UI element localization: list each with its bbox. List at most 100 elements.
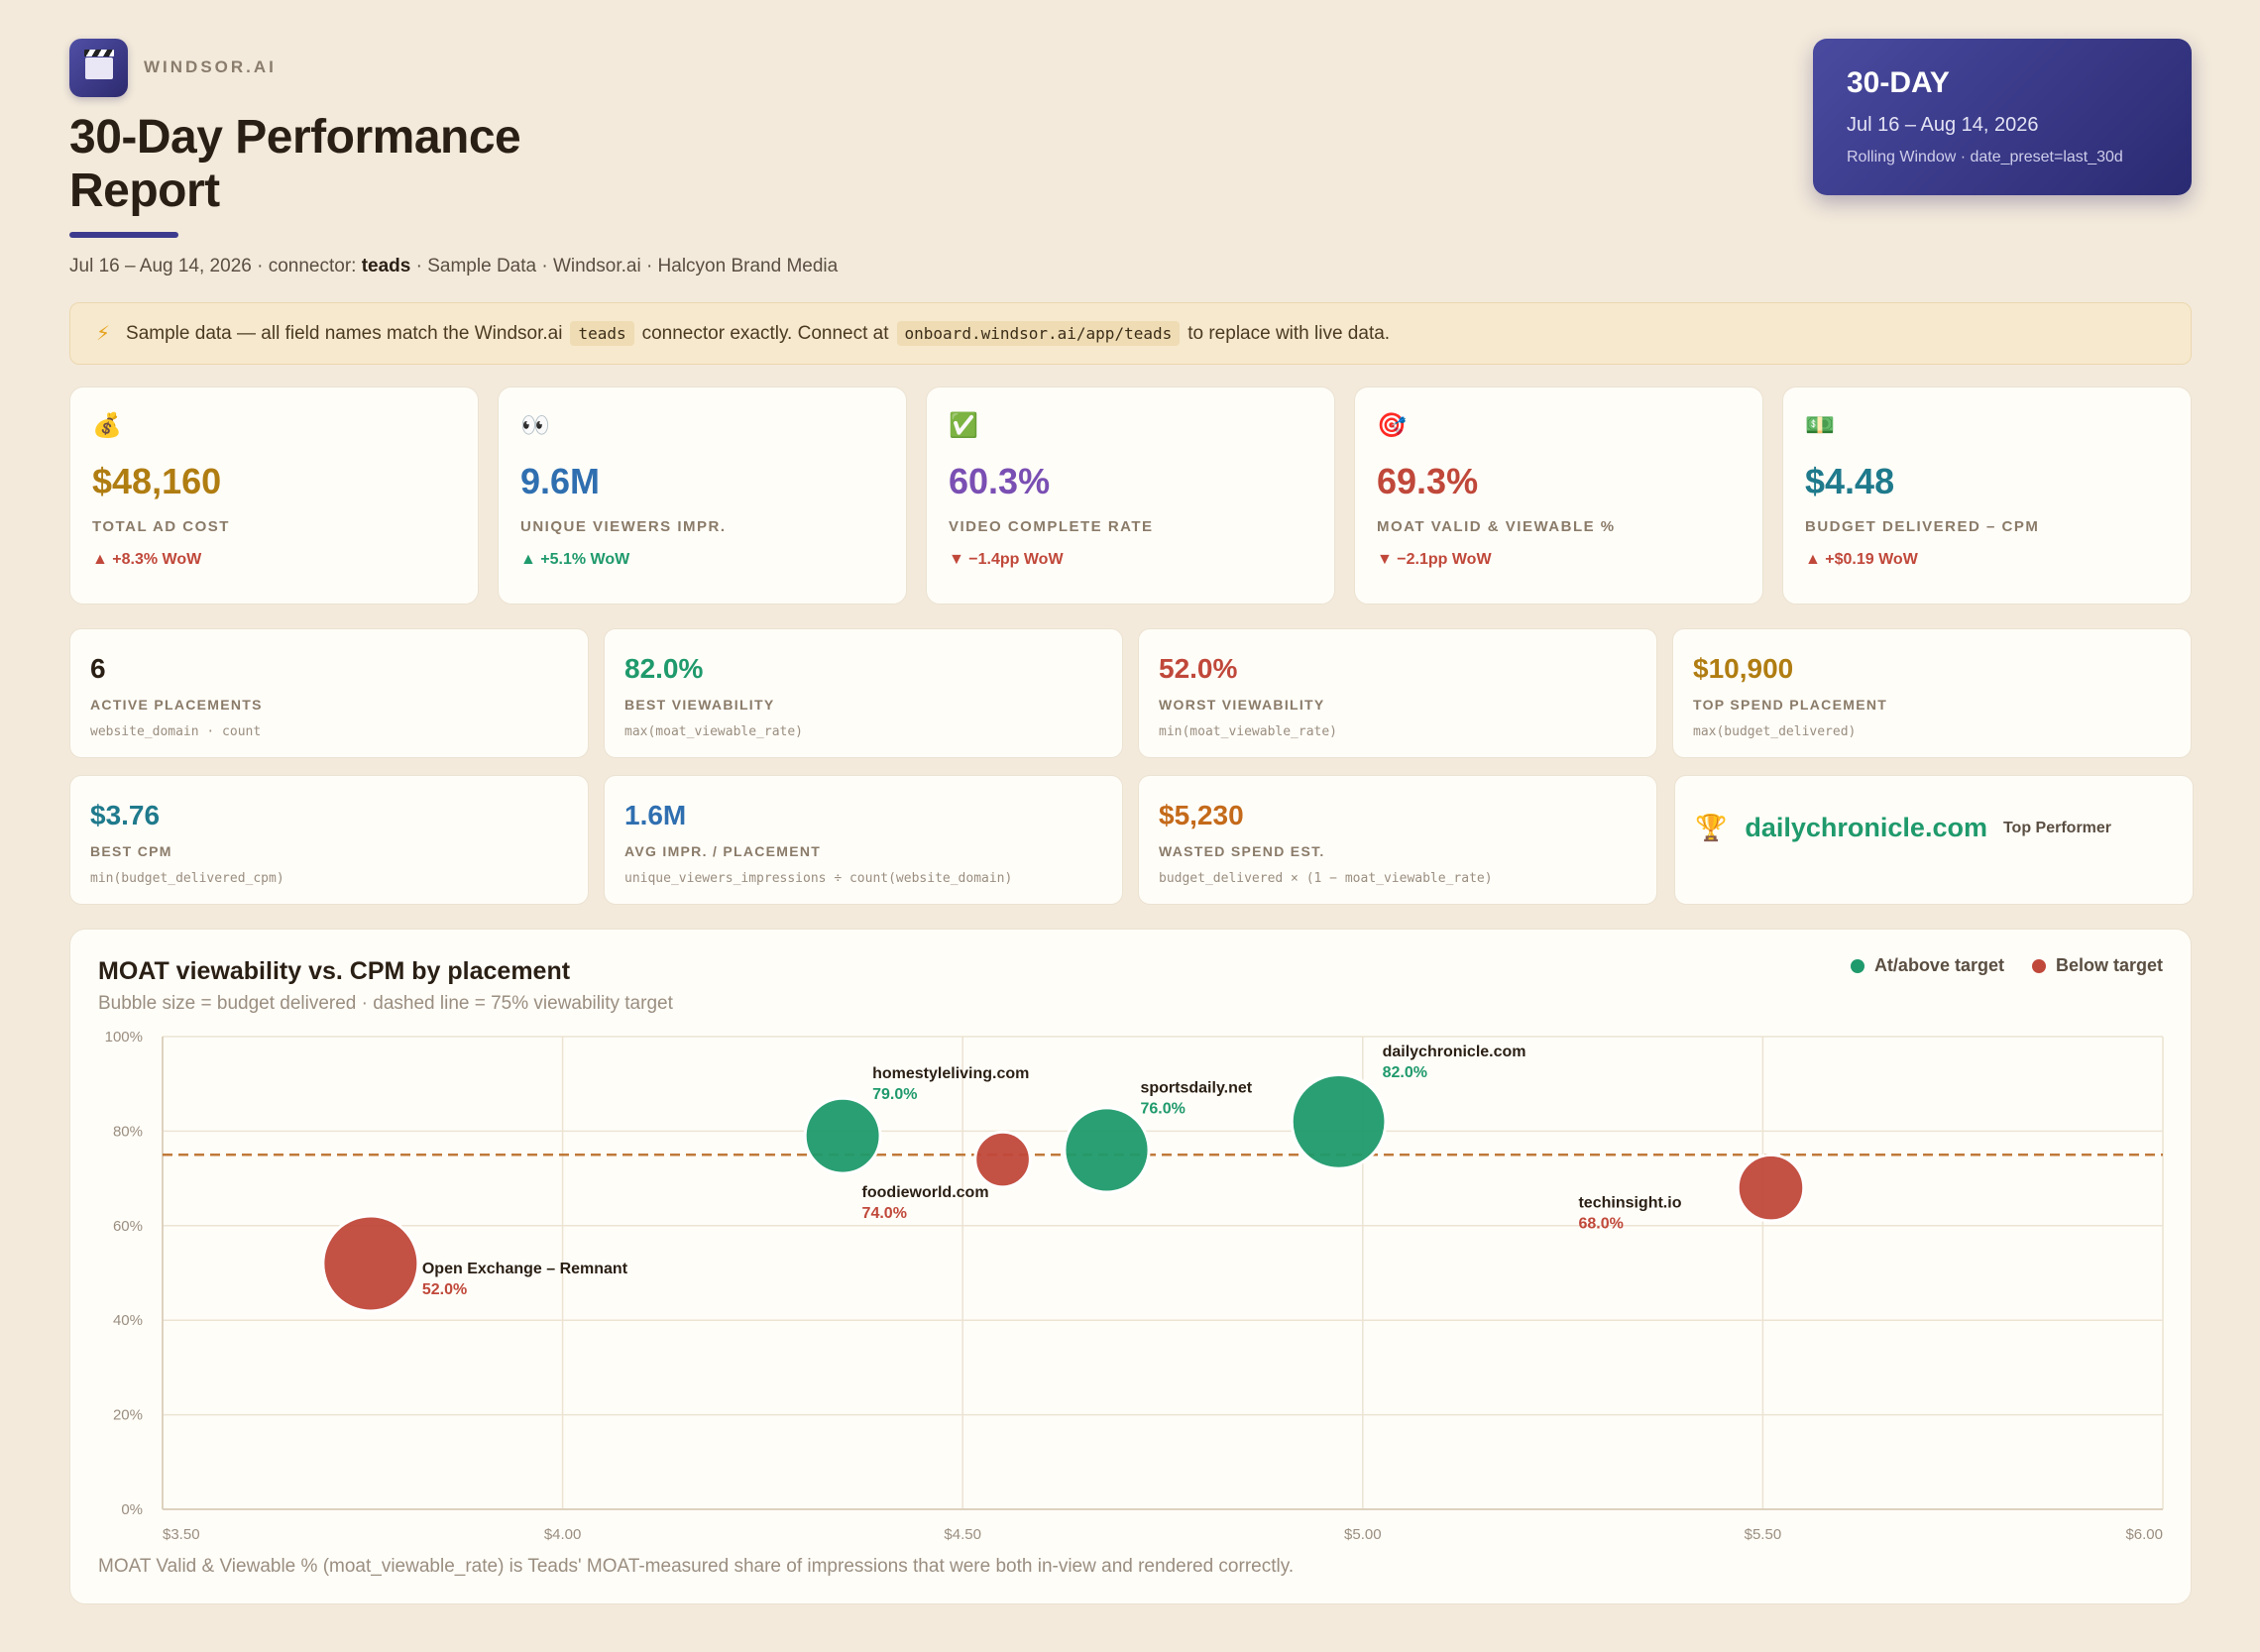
page-title: 30-Day Performance Report (69, 111, 521, 217)
bubble-dailychronicle-com (1290, 1072, 1388, 1170)
kpi-delta: ▲ +8.3% WoW (92, 551, 202, 568)
bubble-name-label: techinsight.io (1578, 1195, 1681, 1212)
bubble-value-label: 68.0% (1578, 1216, 1623, 1233)
metric-label: TOP SPEND PLACEMENT (1693, 697, 1888, 713)
metric-card: 82.0% BEST VIEWABILITY max(moat_viewable_r… (604, 628, 1123, 758)
target-icon: 🎯 (1377, 412, 1407, 439)
legend-dot-above (1850, 958, 1864, 973)
kpi-label: TOTAL AD COST (92, 518, 230, 535)
metric-card: 6 ACTIVE PLACEMENTS website_domain · count (69, 628, 589, 758)
kpi-value: 60.3% (949, 461, 1051, 501)
notice-text: connector exactly. Connect at (641, 322, 889, 344)
y-tick-label: 40% (113, 1312, 143, 1329)
y-tick-label: 100% (105, 1029, 143, 1046)
bubble-value-label: 76.0% (1140, 1100, 1185, 1117)
kpi-card: ✅ 60.3% VIDEO COMPLETE RATE ▼ −1.4pp WoW (926, 386, 1335, 605)
legend-dot-below (2031, 958, 2046, 973)
legend-item-above: At/above target (1850, 955, 2004, 976)
bubble-name-label: dailychronicle.com (1383, 1044, 1526, 1060)
kpi-card: 💰 $48,160 TOTAL AD COST ▲ +8.3% WoW (69, 386, 479, 605)
clapperboard-icon (83, 49, 114, 79)
subtitle-connector: teads (361, 256, 411, 276)
legend-label: At/above target (1873, 955, 2004, 975)
y-tick-label: 60% (113, 1218, 143, 1235)
metric-label: BEST CPM (90, 843, 172, 859)
kpi-value: $4.48 (1805, 461, 1895, 501)
notice-connector-code: teads (570, 321, 634, 346)
metric-value: $3.76 (90, 800, 161, 830)
metric-label: WASTED SPEND EST. (1159, 843, 1325, 859)
chart-legend: At/above target Below target (1850, 955, 2163, 976)
metric-value: 6 (90, 653, 106, 684)
metric-value: $10,900 (1693, 653, 1794, 684)
kpi-label: UNIQUE VIEWERS IMPR. (520, 518, 727, 535)
metric-formula: max(moat_viewable_rate) (624, 724, 804, 739)
bubble-value-label: 52.0% (422, 1281, 467, 1298)
bubble-sportsdaily-net (1063, 1106, 1151, 1194)
legend-item-below: Below target (2031, 955, 2163, 976)
bubble-chart: 0% 20% 40% 60% 80% 100% $3.50 $4.00 $4.50 $5.00 $5… (105, 1029, 2164, 1543)
lightning-icon: ⚡ (96, 323, 111, 345)
y-tick-label: 20% (113, 1407, 143, 1424)
kpi-value: $48,160 (92, 461, 222, 501)
metric-value: $5,230 (1159, 800, 1244, 830)
notice-url-code[interactable]: onboard.windsor.ai/app/teads (896, 321, 1181, 346)
metric-formula: max(budget_delivered) (1693, 724, 1857, 739)
app-logo (69, 39, 128, 97)
top-performer-tag: Top Performer (2002, 819, 2112, 836)
kpi-delta: ▲ +5.1% WoW (520, 551, 630, 568)
notice-text: to replace with live data. (1187, 322, 1391, 344)
x-tick-label: $3.50 (163, 1526, 200, 1543)
period-range: Jul 16 – Aug 14, 2026 (1847, 114, 2039, 136)
brand-name: WINDSOR.AI (144, 57, 277, 76)
sample-data-notice: ⚡ Sample data — all field names match th… (69, 302, 2192, 365)
bubble-value-label: 79.0% (872, 1086, 917, 1103)
metric-formula: budget_delivered × (1 − moat_viewable_ra… (1159, 871, 1493, 886)
period-card: 30-DAY Jul 16 – Aug 14, 2026 Rolling Win… (1813, 39, 2192, 195)
y-tick-label: 0% (121, 1501, 143, 1518)
bubble-open-exchange-remnant (321, 1214, 420, 1313)
bubble-techinsight-io (1736, 1153, 1806, 1223)
metric-formula: unique_viewers_impressions ÷ count(websi… (624, 871, 1013, 886)
top-performer-card: 🏆 dailychronicle.com Top Performer (1674, 775, 2194, 905)
chart-footnote: MOAT Valid & Viewable % (moat_viewable_r… (98, 1556, 1295, 1577)
bubble-value-label: 82.0% (1383, 1064, 1427, 1081)
metric-label: AVG IMPR. / PLACEMENT (624, 843, 822, 859)
x-tick-label: $4.00 (544, 1526, 582, 1543)
period-title: 30-DAY (1847, 66, 1950, 99)
top-performer-domain[interactable]: dailychronicle.com (1745, 813, 1987, 842)
kpi-card: 🎯 69.3% MOAT VALID & VIEWABLE % ▼ −2.1pp Wo… (1354, 386, 1763, 605)
metric-formula: min(moat_viewable_rate) (1159, 724, 1338, 739)
metric-card: $3.76 BEST CPM min(budget_delivered_cpm) (69, 775, 589, 905)
kpi-value: 9.6M (520, 461, 601, 501)
metric-formula: min(budget_delivered_cpm) (90, 871, 284, 886)
y-tick-label: 80% (113, 1123, 143, 1140)
bubble-foodieworld-com (973, 1130, 1032, 1189)
chart-title: MOAT viewability vs. CPM by placement (98, 957, 571, 985)
notice-text: Sample data — all field names match the … (126, 322, 563, 344)
metric-card: $5,230 WASTED SPEND EST. budget_delivered … (1138, 775, 1657, 905)
kpi-label: MOAT VALID & VIEWABLE % (1377, 518, 1616, 535)
kpi-delta: ▼ −2.1pp WoW (1377, 551, 1492, 568)
kpi-card: 💵 $4.48 BUDGET DELIVERED – CPM ▲ +$0.19 WoW (1782, 386, 2192, 605)
kpi-delta: ▲ +$0.19 WoW (1805, 551, 1918, 568)
kpi-delta: ▼ −1.4pp WoW (949, 551, 1064, 568)
title-underline (69, 232, 178, 238)
metric-card: $10,900 TOP SPEND PLACEMENT max(budget_del… (1672, 628, 2192, 758)
metric-label: WORST VIEWABILITY (1159, 697, 1325, 713)
metric-label: ACTIVE PLACEMENTS (90, 697, 263, 713)
check-icon: ✅ (949, 412, 978, 439)
metric-value: 1.6M (624, 800, 687, 830)
subtitle-date: Jul 16 – Aug 14, 2026 · connector: (69, 256, 362, 276)
metric-formula: website_domain · count (90, 724, 262, 739)
kpi-value: 69.3% (1377, 461, 1479, 501)
x-tick-label: $5.00 (1344, 1526, 1382, 1543)
kpi-label: VIDEO COMPLETE RATE (949, 518, 1154, 535)
metric-card: 52.0% WORST VIEWABILITY min(moat_viewable_… (1138, 628, 1657, 758)
bubble-name-label: sportsdaily.net (1140, 1079, 1252, 1096)
metric-card: 1.6M AVG IMPR. / PLACEMENT unique_viewers_… (604, 775, 1123, 905)
eyes-icon: 👀 (520, 412, 550, 439)
bubble-name-label: foodieworld.com (862, 1184, 989, 1201)
x-tick-label: $5.50 (1745, 1526, 1782, 1543)
metric-value: 52.0% (1159, 653, 1238, 684)
